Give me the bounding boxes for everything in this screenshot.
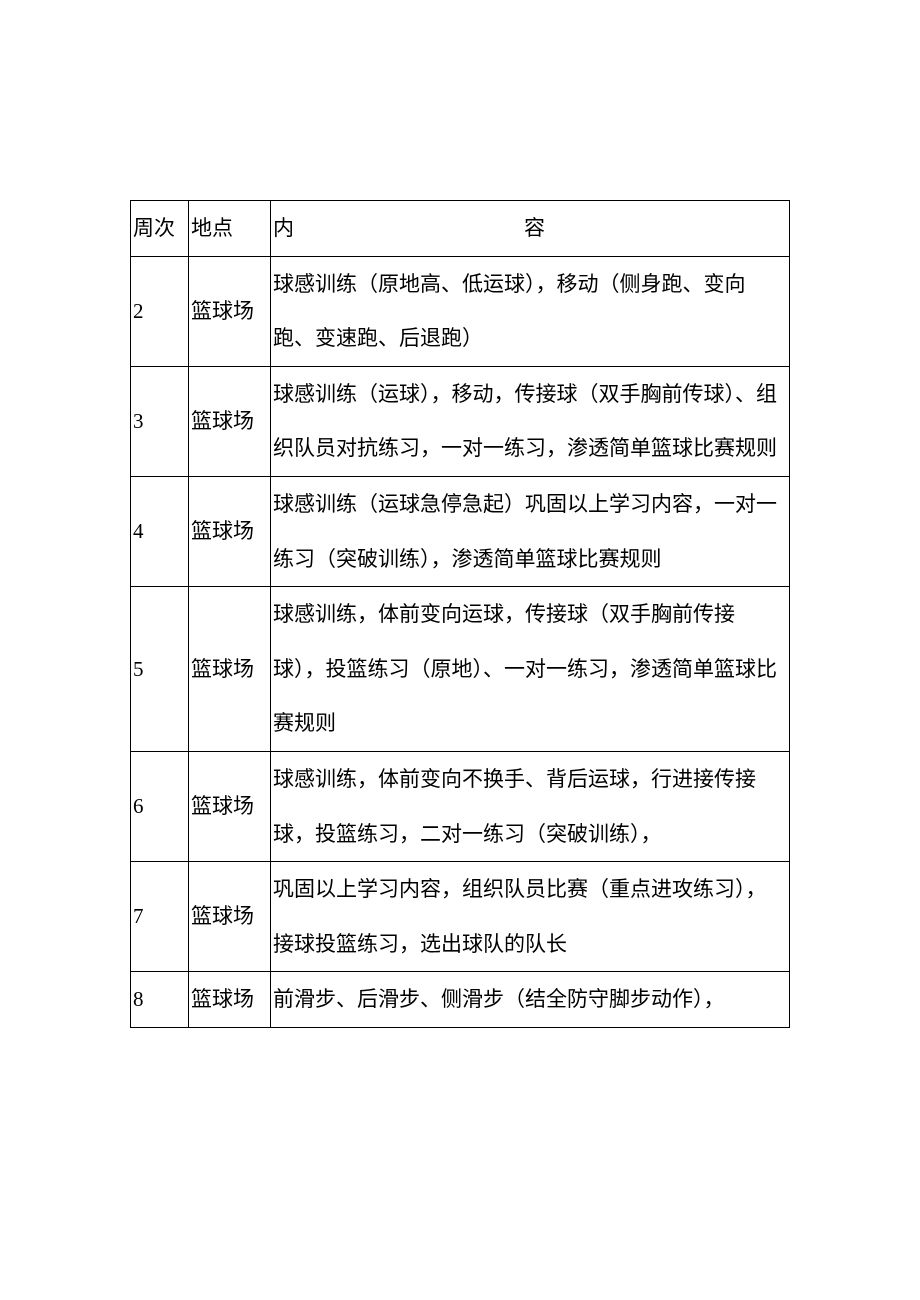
- cell-content: 前滑步、后滑步、侧滑步（结全防守脚步动作），: [271, 972, 790, 1028]
- cell-place: 篮球场: [189, 972, 271, 1028]
- cell-week: 3: [131, 366, 189, 476]
- table-body: 周次地点内容2篮球场球感训练（原地高、低运球），移动（侧身跑、变向跑、变速跑、后…: [131, 201, 790, 1028]
- cell-place: 篮球场: [189, 256, 271, 366]
- table-row: 8篮球场前滑步、后滑步、侧滑步（结全防守脚步动作），: [131, 972, 790, 1028]
- header-content-right: 容: [524, 201, 545, 256]
- header-week: 周次: [131, 201, 189, 257]
- table-row: 3篮球场球感训练（运球），移动，传接球（双手胸前传球）、组织队员对抗练习，一对一…: [131, 366, 790, 476]
- table-row: 4篮球场球感训练（运球急停急起）巩固以上学习内容，一对一练习（突破训练），渗透简…: [131, 476, 790, 586]
- cell-content: 球感训练，体前变向不换手、背后运球，行进接传接球，投篮练习，二对一练习（突破训练…: [271, 751, 790, 861]
- cell-place: 篮球场: [189, 476, 271, 586]
- header-content-left: 内: [273, 201, 294, 256]
- header-content: 内容: [271, 201, 790, 257]
- cell-week: 8: [131, 972, 189, 1028]
- cell-place: 篮球场: [189, 862, 271, 972]
- table-header-row: 周次地点内容: [131, 201, 790, 257]
- cell-week: 5: [131, 587, 189, 752]
- cell-week: 7: [131, 862, 189, 972]
- table-row: 6篮球场球感训练，体前变向不换手、背后运球，行进接传接球，投篮练习，二对一练习（…: [131, 751, 790, 861]
- cell-content: 球感训练（运球急停急起）巩固以上学习内容，一对一练习（突破训练），渗透简单篮球比…: [271, 476, 790, 586]
- cell-week: 2: [131, 256, 189, 366]
- cell-content: 球感训练（运球），移动，传接球（双手胸前传球）、组织队员对抗练习，一对一练习，渗…: [271, 366, 790, 476]
- cell-place: 篮球场: [189, 587, 271, 752]
- cell-content: 球感训练，体前变向运球，传接球（双手胸前传接球），投篮练习（原地）、一对一练习，…: [271, 587, 790, 752]
- cell-content: 球感训练（原地高、低运球），移动（侧身跑、变向跑、变速跑、后退跑）: [271, 256, 790, 366]
- header-place: 地点: [189, 201, 271, 257]
- cell-content: 巩固以上学习内容，组织队员比赛（重点进攻练习），接球投篮练习，选出球队的队长: [271, 862, 790, 972]
- table-row: 2篮球场球感训练（原地高、低运球），移动（侧身跑、变向跑、变速跑、后退跑）: [131, 256, 790, 366]
- cell-week: 4: [131, 476, 189, 586]
- training-schedule-table: 周次地点内容2篮球场球感训练（原地高、低运球），移动（侧身跑、变向跑、变速跑、后…: [130, 200, 790, 1028]
- table-row: 5篮球场球感训练，体前变向运球，传接球（双手胸前传接球），投篮练习（原地）、一对…: [131, 587, 790, 752]
- cell-place: 篮球场: [189, 366, 271, 476]
- cell-week: 6: [131, 751, 189, 861]
- table-row: 7篮球场巩固以上学习内容，组织队员比赛（重点进攻练习），接球投篮练习，选出球队的…: [131, 862, 790, 972]
- cell-place: 篮球场: [189, 751, 271, 861]
